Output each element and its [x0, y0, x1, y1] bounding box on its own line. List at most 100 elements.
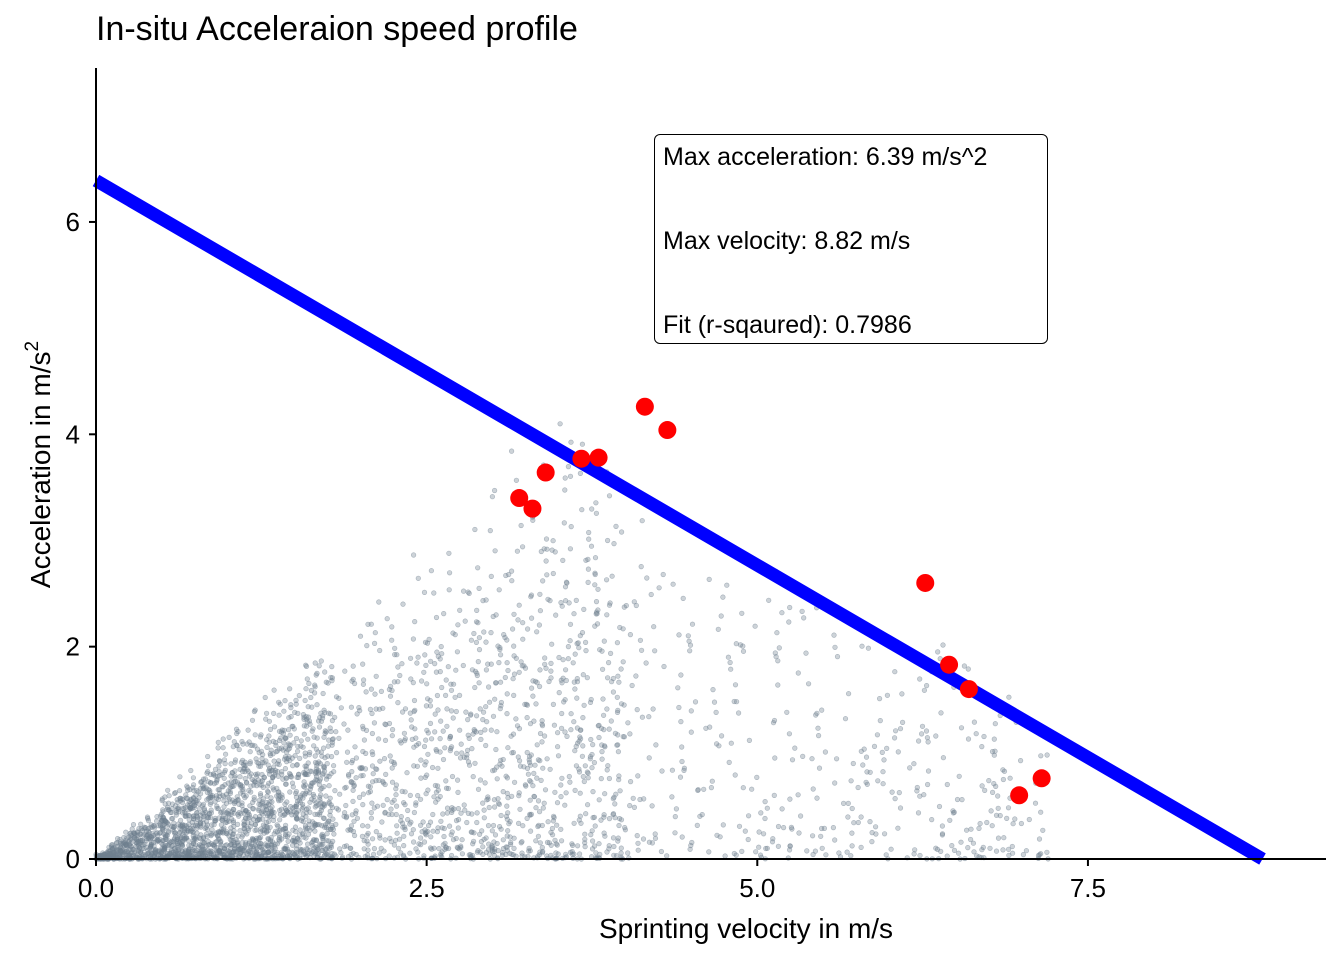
background-point — [215, 745, 221, 751]
background-point — [393, 786, 399, 792]
background-point — [572, 651, 578, 657]
background-point — [234, 730, 240, 737]
background-point — [1006, 694, 1012, 700]
background-point — [567, 779, 573, 785]
background-point — [758, 810, 764, 816]
background-point — [336, 735, 342, 741]
background-point — [453, 708, 459, 715]
background-point — [493, 680, 499, 686]
background-point — [593, 611, 599, 617]
background-point — [309, 842, 316, 848]
background-point — [272, 828, 279, 834]
background-point — [539, 739, 545, 745]
background-point — [264, 823, 270, 830]
background-point — [247, 759, 253, 765]
background-point — [423, 759, 429, 765]
background-point — [576, 738, 582, 744]
background-point — [201, 839, 207, 846]
background-point — [165, 850, 171, 857]
background-point — [453, 817, 460, 824]
background-point — [786, 731, 793, 737]
background-point — [480, 844, 486, 850]
background-point — [480, 716, 486, 723]
background-point — [567, 473, 574, 479]
background-point — [604, 612, 610, 618]
background-point — [595, 586, 601, 592]
background-point — [389, 765, 395, 771]
background-point — [935, 649, 941, 655]
background-point — [686, 638, 692, 644]
background-point — [988, 808, 994, 814]
background-point — [468, 711, 474, 717]
background-point — [995, 835, 1002, 841]
background-point — [344, 813, 350, 820]
background-point — [602, 791, 608, 797]
background-point — [274, 761, 280, 767]
background-point — [316, 822, 322, 828]
background-point — [592, 623, 598, 629]
background-point — [359, 764, 365, 771]
background-point — [165, 787, 171, 793]
background-point — [610, 796, 616, 802]
background-point — [292, 709, 298, 716]
background-point — [504, 833, 510, 839]
background-point — [462, 807, 468, 813]
background-point — [191, 782, 197, 788]
background-point — [573, 763, 580, 769]
x-tick-label: 7.5 — [1070, 873, 1106, 903]
background-point — [179, 842, 186, 848]
background-point — [444, 706, 450, 712]
background-point — [519, 544, 526, 550]
background-point — [762, 798, 768, 805]
background-point — [476, 585, 482, 592]
background-point — [348, 779, 354, 786]
background-point — [369, 800, 375, 806]
background-point — [295, 710, 301, 717]
background-point — [581, 778, 587, 785]
x-tick-label: 0.0 — [78, 873, 114, 903]
background-point — [605, 763, 611, 769]
background-point — [306, 680, 312, 687]
background-point — [620, 733, 626, 740]
background-point — [245, 727, 251, 733]
background-point — [264, 842, 270, 849]
background-point — [818, 825, 825, 832]
background-point — [664, 853, 670, 859]
background-point — [584, 802, 591, 808]
background-point — [679, 744, 685, 750]
background-point — [356, 794, 363, 801]
background-point — [618, 817, 625, 823]
background-point — [205, 768, 211, 775]
background-point — [779, 610, 785, 616]
background-point — [360, 681, 367, 687]
background-point — [218, 809, 224, 816]
background-point — [505, 667, 511, 674]
background-point — [884, 745, 890, 752]
background-point — [681, 767, 687, 774]
background-point — [566, 773, 572, 780]
background-point — [556, 689, 562, 696]
background-point — [348, 845, 354, 851]
background-point — [527, 762, 534, 768]
background-point — [344, 759, 350, 765]
background-point — [414, 660, 420, 666]
background-point — [527, 797, 533, 803]
background-point — [939, 823, 946, 829]
background-point — [419, 678, 425, 684]
background-point — [562, 729, 568, 735]
background-point — [869, 829, 875, 836]
background-point — [577, 813, 583, 819]
background-point — [527, 777, 533, 784]
fit-line — [92, 174, 1266, 865]
background-point — [437, 656, 443, 662]
background-point — [752, 623, 758, 629]
background-point — [191, 813, 197, 819]
background-point — [589, 828, 595, 834]
background-point — [422, 639, 429, 645]
background-point — [673, 806, 680, 812]
background-point — [409, 724, 415, 730]
background-point — [568, 727, 574, 733]
background-point — [615, 707, 621, 714]
background-point — [740, 648, 747, 654]
background-point — [391, 842, 398, 848]
